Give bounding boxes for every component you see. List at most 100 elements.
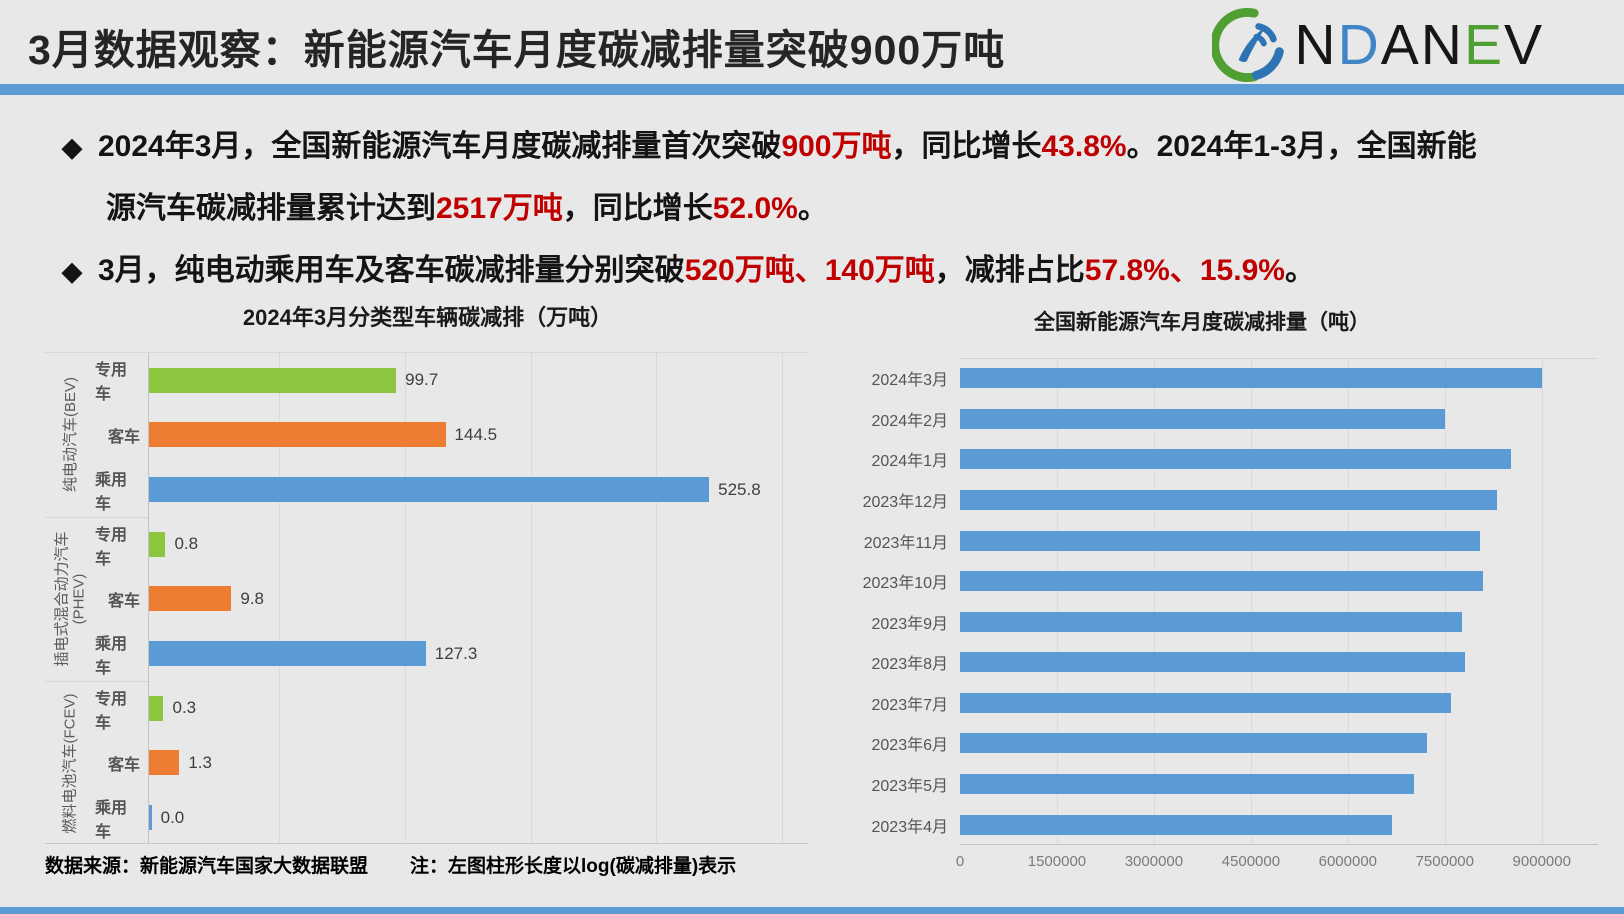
chart-row: 9.8 [149,572,808,627]
left-chart-labels: 纯电动汽车(BEV) 专用车 客车 乘用车 插电式混合动力汽车 (PHEV) 专用车 客车 乘用… [45,353,148,843]
bullet-item: ◆ 3月，纯电动乘用车及客车碳减排量分别突破520万吨、140万吨，减排占比57.… [62,240,1482,302]
bar-zone [960,358,1598,399]
group-label-line: (PHEV) [70,574,88,625]
bar [149,422,446,448]
group-label: 纯电动汽车(BEV) [45,353,95,517]
chart-row: 144.5 [149,408,808,463]
value-label: 0.8 [174,534,199,554]
axis-tick-label: 4500000 [1221,852,1281,870]
chart-row: 99.7 [149,353,808,408]
bar-zone [960,439,1598,480]
bullet-text-segment: 520万吨、140万吨 [684,254,935,287]
chart-row: 2023年4月 [852,804,1598,845]
bar [960,733,1428,754]
bar-zone [960,601,1598,642]
group-label-line: 插电式混合动力汽车 [53,531,71,667]
diamond-bullet-icon: ◆ [62,132,82,162]
row-label: 2023年5月 [871,778,949,796]
bar [960,571,1483,592]
bullet-text-segment: 。 [797,192,828,225]
row-label: 2023年6月 [871,737,949,755]
bar-zone [960,764,1598,805]
ndanev-logo: NDANEV [1212,8,1544,82]
row-label: 2024年3月 [871,372,949,390]
row-label: 2023年4月 [871,818,949,836]
bullet-item: ◆ 2024年3月，全国新能源汽车月度碳减排量首次突破900万吨，同比增长43.8… [62,116,1482,240]
bar [960,692,1452,713]
bar-zone [960,480,1598,521]
ndanev-logo-icon [1212,8,1285,82]
logo-letter: D [1337,13,1381,77]
bar [960,490,1497,511]
row-label: 专用车 [95,691,128,733]
bar [149,367,397,393]
group-label-text: 插电式混合动力汽车 (PHEV) [53,532,87,667]
right-chart-gridlines [960,358,1598,845]
data-source-text: 数据来源：新能源汽车国家大数据联盟 [45,856,369,877]
left-chart-rows: 99.7 144.5 525.8 0.8 9.8 127.3 0.3 1.3 0.0 [149,353,808,843]
bullet-text-segment: ，同比增长 [562,192,713,225]
gridline [405,353,407,843]
logo-letter: A [1380,13,1421,77]
chart-row: 2023年5月 [852,764,1598,805]
gridline [1347,359,1349,844]
bar [149,477,710,503]
bar [960,652,1465,673]
value-label: 1.3 [188,752,212,772]
row-label: 乘用车 [95,471,128,513]
row-label: 2023年7月 [871,696,949,714]
chart-row: 2023年7月 [852,683,1598,724]
bullet-text-segment: 3月，纯电动乘用车及客车碳减排量分别突破 [98,254,685,287]
gridline [656,353,658,843]
gridline [782,353,784,843]
bullet-list: ◆ 2024年3月，全国新能源汽车月度碳减排量首次突破900万吨，同比增长43.8… [62,116,1482,302]
bar-zone [960,804,1598,845]
value-label: 99.7 [405,370,439,390]
row-label: 乘用车 [95,635,128,677]
value-label: 144.5 [454,424,498,444]
bar [149,641,426,667]
chart-row: 2023年6月 [852,723,1598,764]
axis-tick-label: 3000000 [1124,852,1184,870]
bar [960,774,1415,795]
chart-row: 127.3 [149,626,808,681]
vehicle-group: 插电式混合动力汽车 (PHEV) 专用车 客车 乘用车 [45,516,148,681]
bar [149,586,232,612]
right-chart: 2024年3月 2024年2月 2024年1月 2023年12月 2023年11月 202… [852,358,1598,875]
row-label: 2023年12月 [862,494,948,512]
axis-tick-label: 6000000 [1318,852,1378,870]
bullet-text-segment: ，减排占比 [934,254,1085,287]
logo-letter: N [1420,13,1464,77]
value-label: 0.3 [172,698,197,718]
row-label: 2023年10月 [862,575,948,593]
group-label-line: 燃料电池汽车(FCEV) [61,693,79,834]
gridline [1153,359,1155,844]
row-label: 2023年8月 [871,656,949,674]
bar [960,368,1542,389]
footer: 数据来源：新能源汽车国家大数据联盟 注：左图柱形长度以log(碳减排量)表示 [45,851,736,878]
chart-row: 1.3 [149,736,808,791]
chart-row: 0.8 [149,517,808,572]
gridline [1444,359,1446,844]
chart-row: 0.3 [149,681,808,736]
axis-tick-label: 1500000 [1027,852,1087,870]
subcategory-labels: 专用车 客车 乘用车 [95,518,148,681]
axis-tick-label: 9000000 [1512,852,1571,870]
logo-letter: V [1503,13,1544,77]
vehicle-group: 纯电动汽车(BEV) 专用车 客车 乘用车 [45,353,148,517]
group-label: 插电式混合动力汽车 (PHEV) [45,518,95,681]
bar-zone [960,561,1598,602]
bullet-text-segment: 。 [1284,254,1315,287]
bullet-text-segment: 52.0% [712,192,798,225]
bullet-text-segment: ，同比增长 [891,130,1042,163]
row-label: 2023年9月 [871,615,949,633]
bullet-text-segment: 900万吨 [781,130,892,163]
logo-letter: E [1463,13,1504,77]
chart-row: 2023年8月 [852,642,1598,683]
group-label: 燃料电池汽车(FCEV) [45,682,95,845]
row-label: 客车 [107,593,140,611]
bar [960,611,1462,632]
right-chart-rows: 2024年3月 2024年2月 2024年1月 2023年12月 2023年11月 202… [852,358,1598,845]
bullet-text-segment: 2517万吨 [436,192,563,225]
right-chart-title: 全国新能源汽车月度碳减排量（吨） [1034,311,1370,334]
